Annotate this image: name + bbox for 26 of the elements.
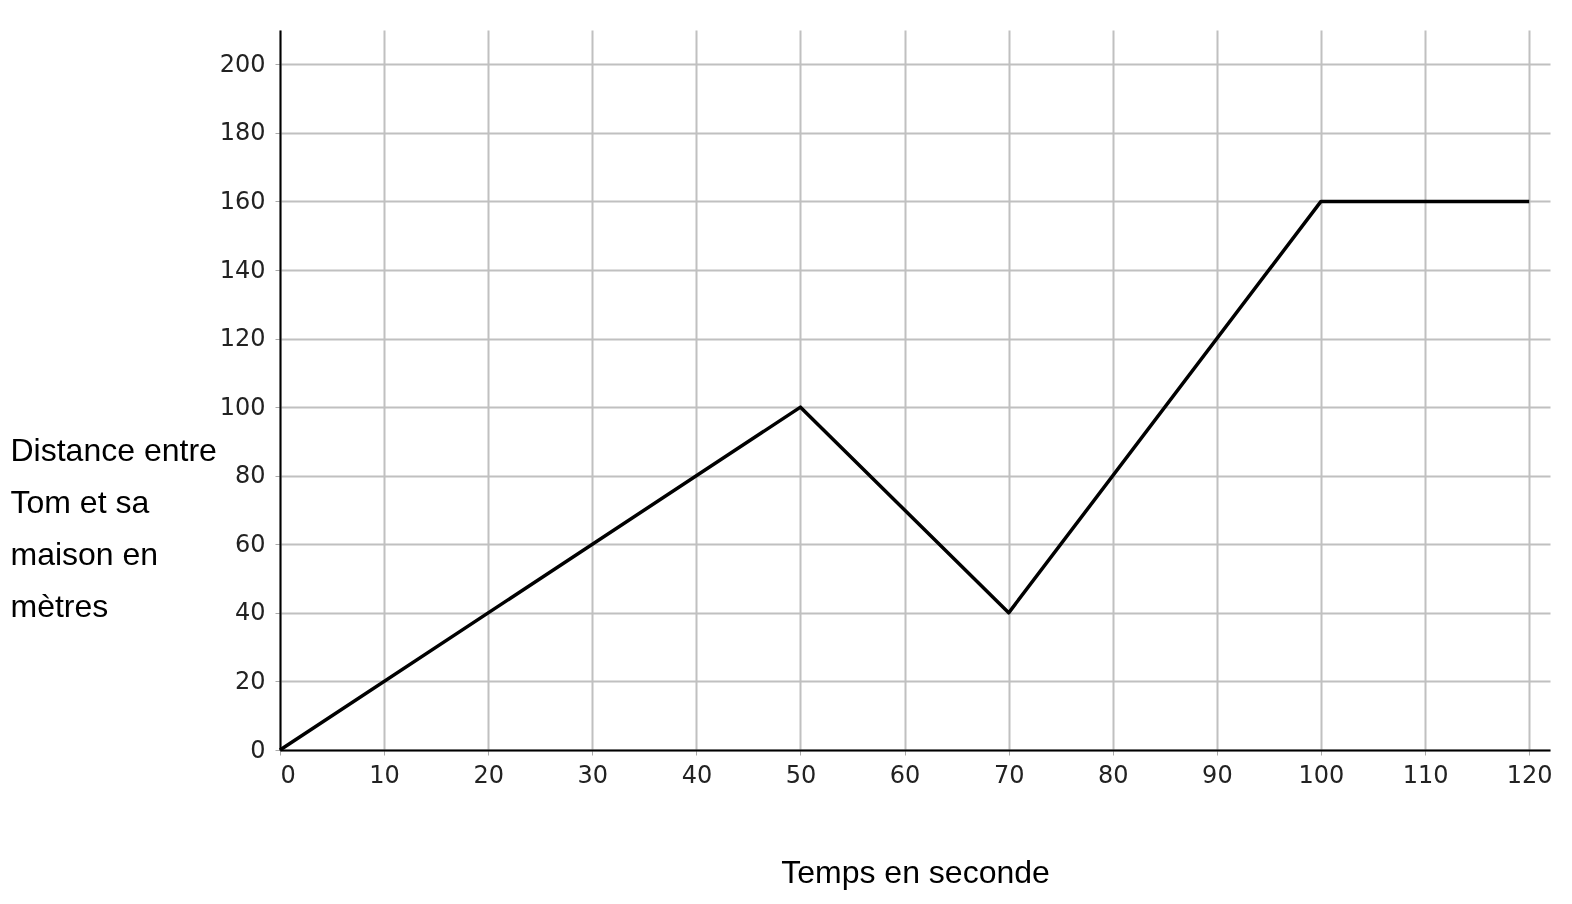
y-tick-label: 200 <box>219 49 266 78</box>
y-tick-label: 160 <box>219 186 266 215</box>
y-tick-label: 140 <box>219 255 266 284</box>
x-tick-label: 110 <box>1402 760 1449 789</box>
y-tick-label: 180 <box>219 118 266 147</box>
x-tick-label: 30 <box>577 760 609 789</box>
x-tick-label: 90 <box>1202 760 1233 789</box>
x-tick-label: 80 <box>1098 760 1129 789</box>
y-tick-label: 120 <box>219 324 266 353</box>
y-tick-label: 100 <box>219 392 266 421</box>
y-tick-label: 40 <box>234 598 266 627</box>
y-tick-label: 80 <box>234 461 266 490</box>
y-axis-title: Distance entre Tom et sa maison en mètres <box>10 431 217 624</box>
x-tick-label: 60 <box>889 760 921 789</box>
x-tick-label: 20 <box>473 760 504 789</box>
y-tick-label: 0 <box>250 735 266 764</box>
x-tick-label: 10 <box>369 760 400 789</box>
x-tick-label: 100 <box>1298 760 1345 789</box>
x-tick-label: 50 <box>785 760 817 789</box>
x-tick-label: 70 <box>993 760 1025 789</box>
x-tick-label: 120 <box>1506 760 1553 789</box>
y-tick-label: 60 <box>234 529 266 558</box>
x-axis-title: Temps en seconde <box>781 853 1050 890</box>
x-tick-label: 0 <box>280 760 296 789</box>
y-tick-label: 20 <box>234 666 266 695</box>
x-tick-label: 40 <box>681 760 713 789</box>
